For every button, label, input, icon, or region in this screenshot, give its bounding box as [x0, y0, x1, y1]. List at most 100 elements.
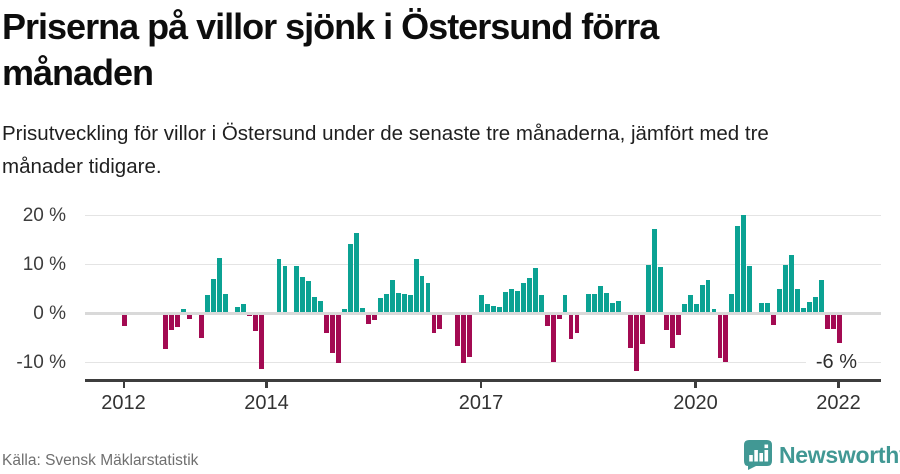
last-value-annotation: -6 % [806, 352, 858, 373]
bar [765, 302, 771, 313]
bar [163, 315, 169, 350]
x-axis-label: 2014 [244, 392, 289, 414]
bar [711, 309, 717, 313]
y-axis-label: 0 % [33, 302, 66, 324]
bar [836, 315, 842, 344]
bar [610, 302, 616, 313]
source-note: Källa: Svensk Mäklarstatistik [2, 452, 199, 469]
gridline [84, 215, 881, 217]
bar [806, 302, 812, 313]
bar [395, 293, 401, 313]
bar [628, 315, 634, 349]
x-axis-label: 2022 [816, 392, 861, 414]
gridline [84, 264, 881, 266]
bar [169, 315, 175, 330]
bar [586, 294, 592, 313]
bar [419, 276, 425, 313]
bar [705, 279, 711, 313]
bar [550, 315, 556, 363]
y-axis-label: -10 % [16, 351, 66, 373]
bar [258, 315, 264, 370]
bar [306, 280, 312, 313]
bar [508, 289, 514, 313]
bar [663, 315, 669, 330]
bar [360, 307, 365, 313]
bar [461, 315, 467, 363]
bar [800, 307, 806, 313]
bar [747, 266, 753, 313]
y-axis-label: 10 % [22, 253, 66, 275]
x-axis-tick [694, 381, 697, 388]
bar [365, 315, 371, 325]
bar [222, 293, 228, 313]
page-title: Priserna på villor sjönk i Östersund för… [2, 6, 659, 93]
bar [401, 294, 407, 313]
bar [693, 304, 699, 313]
brand-name: Newsworthy [779, 441, 900, 468]
bar [681, 304, 687, 313]
bar [526, 277, 532, 313]
bar [777, 289, 782, 313]
bar [634, 315, 639, 372]
bar [217, 257, 222, 313]
x-axis-line [84, 379, 881, 382]
bar [437, 315, 443, 329]
bar [830, 315, 836, 330]
x-axis-label: 2017 [458, 392, 504, 414]
bar [520, 282, 526, 313]
bar [336, 315, 342, 363]
x-axis-label: 2020 [673, 392, 718, 414]
bar [485, 304, 491, 313]
bar [824, 315, 830, 330]
bar [252, 315, 258, 331]
gridline [84, 362, 881, 364]
x-axis-tick [837, 381, 840, 388]
bar [604, 293, 610, 313]
bar [532, 268, 538, 313]
bar [651, 229, 657, 313]
bar [425, 282, 431, 313]
bar [538, 295, 544, 313]
bar [783, 265, 788, 313]
bar [348, 243, 353, 313]
bar [312, 297, 318, 313]
newsworthy-logo[interactable]: Newsworthy [744, 440, 900, 470]
bar [342, 309, 348, 313]
bar [729, 294, 735, 313]
bar [371, 315, 377, 321]
bar [181, 309, 187, 313]
bar [741, 214, 747, 313]
bar [503, 291, 508, 313]
y-axis-label: 20 % [22, 204, 66, 226]
bar [276, 259, 282, 313]
bar [383, 294, 389, 313]
bar [759, 302, 765, 313]
bar [646, 265, 651, 313]
x-axis-tick [122, 381, 125, 388]
bar [812, 296, 818, 313]
bar [491, 305, 496, 313]
x-axis-tick [479, 381, 483, 388]
bar [788, 254, 794, 313]
bar [330, 315, 336, 354]
bar [240, 303, 246, 313]
chart-subtitle: Prisutveckling för villor i Östersund un… [2, 122, 769, 178]
bar [282, 265, 288, 313]
bar [675, 315, 681, 335]
bar [568, 315, 574, 340]
bar [431, 315, 437, 333]
bar [234, 306, 240, 313]
bar [413, 258, 419, 313]
bar [598, 285, 604, 313]
bar [205, 295, 210, 313]
bar [514, 290, 520, 313]
bar [175, 315, 181, 328]
bar [687, 295, 693, 313]
bar [497, 306, 502, 313]
bar [246, 315, 252, 317]
bar [640, 315, 645, 344]
bar [794, 289, 800, 313]
bar [121, 315, 127, 326]
